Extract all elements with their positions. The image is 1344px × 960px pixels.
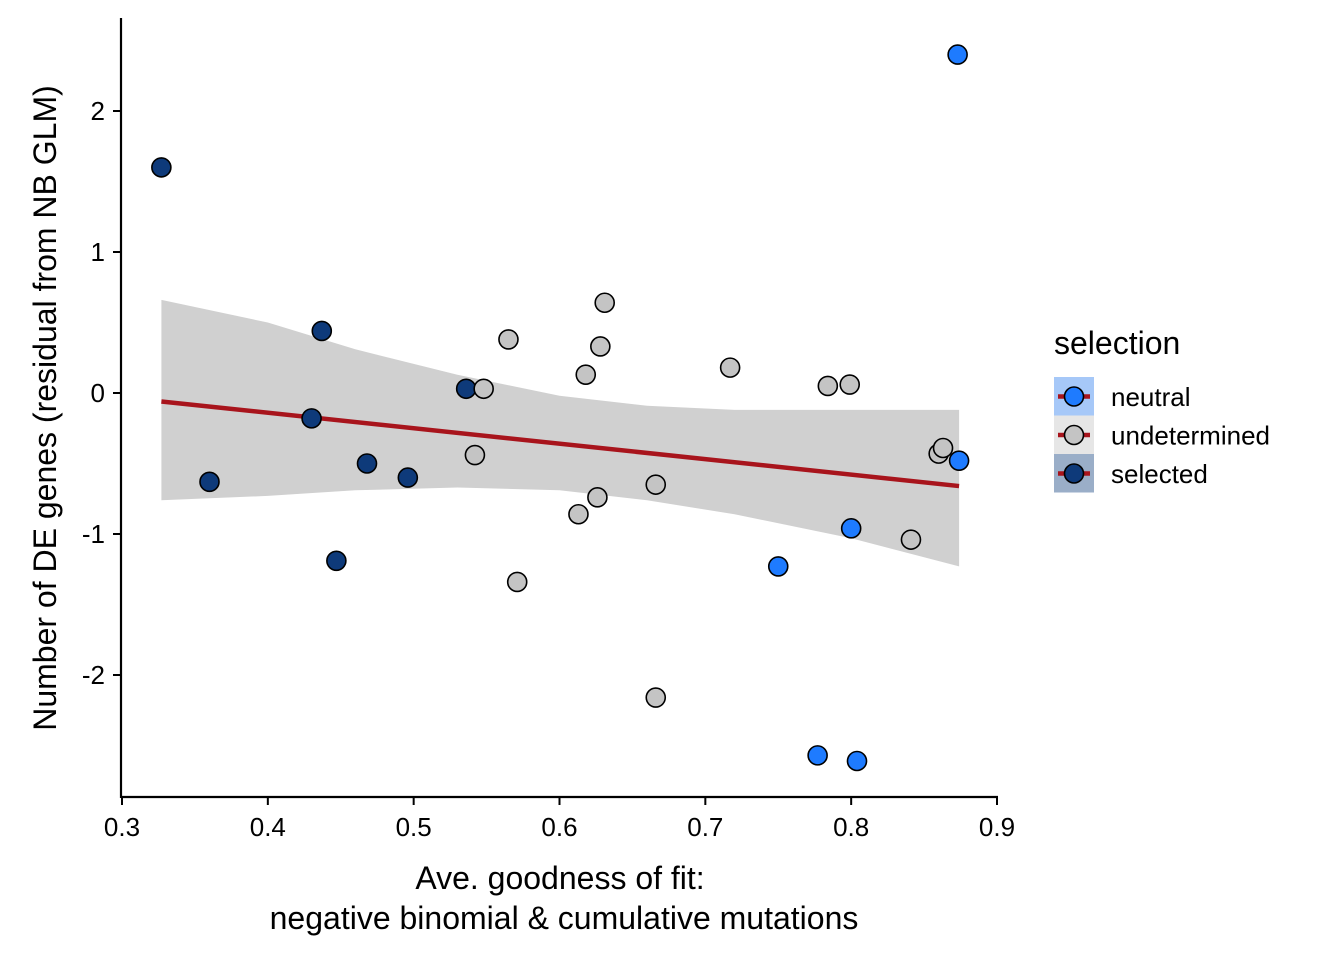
data-point-undetermined bbox=[932, 437, 954, 459]
legend-item-undetermined: undetermined bbox=[1054, 415, 1270, 454]
legend-key-point bbox=[1063, 424, 1085, 446]
data-point-neutral bbox=[767, 556, 789, 577]
data-point-selected bbox=[311, 320, 333, 342]
y-tick-label: -1 bbox=[82, 519, 105, 549]
data-point-undetermined bbox=[817, 375, 839, 397]
legend-key-point bbox=[1063, 386, 1085, 407]
data-point-undetermined bbox=[645, 474, 667, 495]
legend-entries: neutral undetermined selected bbox=[1054, 377, 1270, 493]
legend-key-point bbox=[1063, 463, 1085, 484]
data-point-neutral bbox=[840, 518, 862, 539]
data-point-undetermined bbox=[506, 571, 528, 593]
data-point-selected bbox=[356, 453, 378, 474]
data-point-neutral bbox=[846, 750, 868, 772]
legend: selection neutral undetermined selected bbox=[1054, 325, 1270, 493]
points-layer bbox=[151, 44, 970, 772]
confidence-band-layer bbox=[161, 299, 960, 567]
x-tick-label: 0.5 bbox=[396, 812, 432, 842]
data-point-undetermined bbox=[473, 378, 494, 400]
legend-label: neutral bbox=[1111, 382, 1191, 412]
y-ticks: -2 -1 0 1 2 bbox=[82, 96, 121, 690]
legend-title: selection bbox=[1054, 325, 1180, 361]
data-point-undetermined bbox=[575, 364, 597, 385]
legend-label: selected bbox=[1111, 459, 1208, 489]
data-point-undetermined bbox=[594, 292, 616, 314]
y-tick-label: 0 bbox=[91, 378, 105, 408]
data-point-undetermined bbox=[587, 487, 608, 508]
data-point-undetermined bbox=[719, 357, 741, 378]
x-ticks: 0.3 0.4 0.5 0.6 0.7 0.8 0.9 bbox=[104, 797, 1015, 842]
data-point-selected bbox=[455, 378, 477, 400]
data-point-undetermined bbox=[568, 503, 589, 525]
x-tick-label: 0.3 bbox=[104, 812, 140, 842]
data-point-selected bbox=[397, 467, 419, 488]
data-point-undetermined bbox=[498, 329, 519, 350]
data-point-undetermined bbox=[590, 336, 611, 357]
y-tick-label: -2 bbox=[82, 660, 105, 690]
legend-item-neutral: neutral bbox=[1054, 377, 1191, 416]
data-point-neutral bbox=[807, 745, 828, 766]
y-axis-title: Number of DE genes (residual from NB GLM… bbox=[27, 85, 63, 731]
x-axis-title-line2: negative binomial & cumulative mutations bbox=[270, 900, 859, 936]
y-tick-label: 1 bbox=[91, 237, 105, 267]
x-axis-title-line1: Ave. goodness of fit: bbox=[415, 860, 704, 896]
data-point-selected bbox=[151, 157, 172, 178]
x-tick-label: 0.7 bbox=[687, 812, 723, 842]
x-tick-label: 0.6 bbox=[541, 812, 577, 842]
data-point-neutral bbox=[948, 450, 970, 471]
trend-line bbox=[161, 399, 960, 489]
data-point-selected bbox=[326, 550, 347, 572]
x-tick-label: 0.9 bbox=[979, 812, 1015, 842]
data-point-selected bbox=[301, 408, 322, 429]
trend-line-layer bbox=[161, 399, 960, 489]
x-tick-label: 0.8 bbox=[833, 812, 869, 842]
data-point-undetermined bbox=[839, 374, 861, 395]
data-point-undetermined bbox=[464, 444, 486, 466]
data-point-undetermined bbox=[900, 529, 922, 550]
data-point-undetermined bbox=[645, 687, 667, 708]
data-point-selected bbox=[199, 471, 220, 493]
legend-label: undetermined bbox=[1111, 421, 1270, 451]
x-tick-label: 0.4 bbox=[250, 812, 286, 842]
legend-item-selected: selected bbox=[1054, 454, 1208, 493]
data-point-neutral bbox=[947, 44, 968, 65]
confidence-band bbox=[161, 299, 960, 567]
y-tick-label: 2 bbox=[91, 96, 105, 126]
